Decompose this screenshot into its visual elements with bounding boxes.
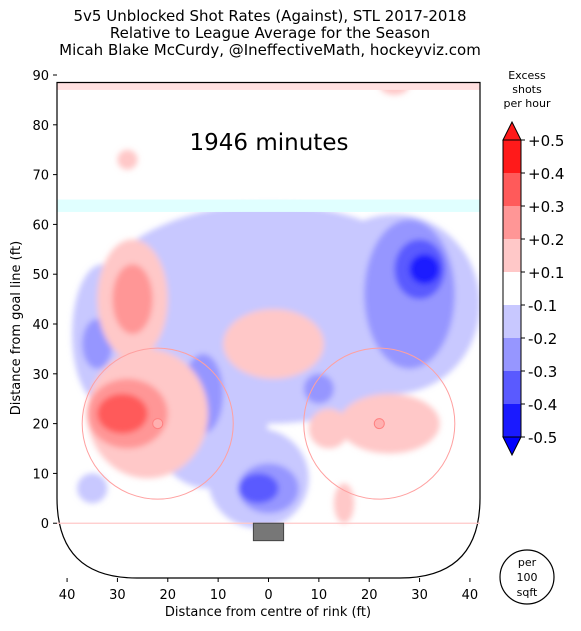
colorbar-segment-3 [503, 239, 521, 272]
y-tick-label-1: 10 [32, 467, 49, 482]
minutes-annotation: 1946 minutes [190, 130, 349, 156]
colorbar-label-8: -0.4 [528, 396, 557, 414]
colorbar-title-line-1: shots [512, 83, 542, 96]
colorbar-segment-8 [503, 404, 521, 437]
colorbar-extend-top [502, 120, 522, 141]
unit-badge-line-1: per [518, 556, 537, 569]
x-tick-label-4: 0 [264, 588, 272, 603]
y-tick-label-8: 80 [32, 119, 49, 134]
faceoff-circle-left [81, 347, 234, 500]
x-tick-label-7: 30 [411, 588, 428, 603]
x-tick-label-2: 20 [160, 588, 177, 603]
y-axis-label: Distance from goal line (ft) [9, 241, 24, 415]
heatmap-regions [72, 82, 480, 529]
colorbar-segment-7 [503, 371, 521, 404]
heatmap-region-24 [97, 393, 148, 434]
chart-title-line-2: Relative to League Average for the Seaso… [109, 24, 431, 42]
colorbar-label-4: +0.1 [528, 264, 564, 282]
colorbar-label-7: -0.3 [528, 363, 557, 381]
chart-title-line-1: 5v5 Unblocked Shot Rates (Against), STL … [73, 7, 467, 25]
colorbar-label-6: -0.2 [528, 330, 557, 348]
goal-net [252, 522, 285, 542]
rink-outline [56, 81, 481, 579]
colorbar-segment-6 [503, 338, 521, 371]
top-boards-band [57, 82, 480, 90]
colorbar-extend-bottom [502, 436, 522, 457]
colorbar-title-line-2: per hour [504, 97, 551, 110]
faceoff-circle-right [303, 347, 456, 500]
y-tick-label-2: 20 [32, 418, 49, 433]
y-tick-label-4: 40 [32, 318, 49, 333]
heatmap-region-21 [117, 149, 138, 170]
colorbar-segment-5 [503, 305, 521, 338]
heatmap-region-12 [238, 473, 279, 504]
x-tick-label-5: 10 [311, 588, 328, 603]
x-tick-label-8: 40 [462, 588, 479, 603]
rink-markings [56, 81, 481, 579]
unit-badge-line-2: 100 [517, 571, 538, 584]
heatmap-region-8 [303, 373, 334, 404]
colorbar-segment-0 [503, 140, 521, 173]
x-axis-label: Distance from centre of rink (ft) [165, 605, 371, 620]
colorbar-segment-1 [503, 173, 521, 206]
colorbar-segment-2 [503, 206, 521, 239]
blue-line-band [57, 199, 480, 212]
heatmap-region-19 [333, 483, 355, 524]
colorbar: +0.5 +0.4 +0.3 +0.2 +0.1 -0.1 -0.2 -0.3 -0.4 -0.5… [502, 69, 564, 457]
x-tick-label-6: 20 [361, 588, 378, 603]
chart-title-line-3: Micah Blake McCurdy, @IneffectiveMath, h… [59, 41, 481, 59]
colorbar-segment-4 [503, 272, 521, 305]
y-tick-label-3: 30 [32, 368, 49, 383]
heatmap-region-17 [339, 393, 440, 454]
unit-badge-line-3: sqft [517, 586, 538, 599]
heatmap-region-16 [223, 309, 324, 379]
unit-badge-circle [499, 549, 555, 605]
unit-badge: per 100 sqft [499, 549, 555, 605]
x-tick-label-1: 30 [109, 588, 126, 603]
y-tick-label-6: 60 [32, 218, 49, 233]
heatmap-region-5 [77, 473, 108, 504]
colorbar-label-2: +0.3 [528, 198, 564, 216]
faceoff-dot-right [373, 418, 385, 430]
colorbar-label-9: -0.5 [528, 429, 557, 447]
y-tick-label-9: 90 [32, 69, 49, 84]
colorbar-title-line-0: Excess [508, 69, 546, 82]
colorbar-label-0: +0.5 [528, 132, 564, 150]
colorbar-label-3: +0.2 [528, 231, 564, 249]
faceoff-dot-left [152, 418, 164, 430]
colorbar-label-1: +0.4 [528, 165, 564, 183]
x-tick-label-0: 40 [59, 588, 76, 603]
y-tick-label-5: 50 [32, 268, 49, 283]
heatmap-layer [57, 82, 480, 529]
heatmap-region-22 [112, 264, 153, 334]
colorbar-label-5: -0.1 [528, 297, 557, 315]
heatmap-region-13 [409, 254, 440, 285]
colorbar-frame [502, 139, 522, 438]
heatmap-region-18 [308, 408, 350, 449]
y-tick-label-0: 0 [41, 517, 49, 532]
x-tick-label-3: 10 [210, 588, 227, 603]
y-tick-label-7: 70 [32, 169, 49, 184]
axes: 40 30 20 10 0 10 20 30 40 0 10 20 30 40 50 60 70 80 90 [32, 69, 478, 603]
